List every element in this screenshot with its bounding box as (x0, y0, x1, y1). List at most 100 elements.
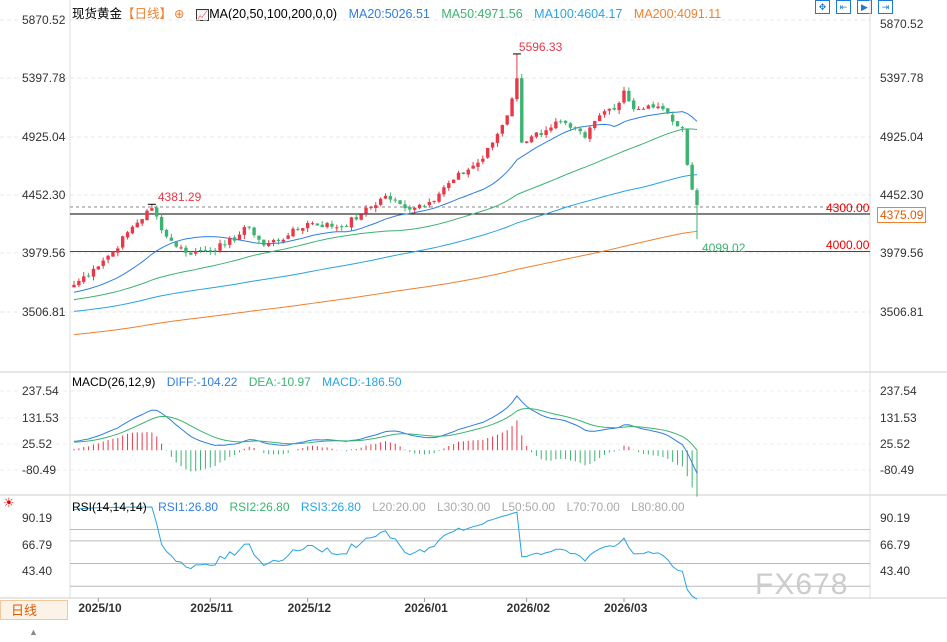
candle-body (374, 205, 378, 209)
diff-line (73, 395, 698, 474)
candle-body (145, 210, 149, 221)
macd-tick-left: 25.52 (22, 437, 53, 451)
candle-body (218, 243, 222, 251)
l70-value: L70:70.00 (566, 500, 620, 514)
zoom-in-icon[interactable]: ⇤ (836, 0, 851, 14)
crosshair-tool-icon[interactable]: ✥ (815, 0, 830, 14)
candle-body (77, 280, 81, 286)
price-level-label: 4000.00 (826, 238, 870, 253)
period-label: 【日线】 (122, 7, 173, 21)
candle-body (155, 207, 159, 217)
candle-body (456, 172, 461, 180)
candle-body (296, 228, 300, 230)
candle-body (174, 241, 178, 247)
macd-tick-left: -80.49 (22, 463, 57, 477)
candle-body (500, 125, 505, 134)
rsi-tick-left: 66.79 (22, 538, 53, 552)
candle-body (471, 165, 475, 169)
scroll-end-icon[interactable]: ⇥ (878, 0, 893, 14)
candle-body (568, 123, 573, 128)
rsi-tick-right: 43.40 (880, 564, 911, 578)
candle-body (505, 115, 509, 125)
candle-body (534, 132, 539, 137)
candle-body (116, 248, 120, 253)
price-tick-left: 4452.30 (22, 188, 66, 202)
candle-body (228, 238, 232, 245)
candle-body (413, 207, 417, 210)
ma50-value: MA50:4971.56 (441, 7, 523, 21)
indicator-icon[interactable]: 📈 (196, 9, 210, 21)
candle-body (383, 195, 388, 199)
macd-tick-right: 25.52 (880, 437, 911, 451)
candle-body (232, 237, 237, 241)
candle-body (544, 130, 548, 135)
price-tick-right: 3506.81 (880, 305, 924, 319)
candle-body (651, 104, 655, 108)
candle-body (632, 100, 636, 110)
candle-body (442, 187, 446, 195)
rsi-label: RSI(14,14,14) (72, 500, 147, 514)
candle-body (354, 217, 358, 220)
candle-body (291, 228, 295, 237)
candle-body (281, 239, 285, 242)
candle-body (451, 179, 456, 184)
candle-body (675, 121, 680, 127)
candle-body (403, 204, 407, 209)
rsi3-value: RSI3:26.80 (300, 500, 361, 514)
candle-body (559, 121, 563, 123)
candle-body (593, 120, 597, 128)
l30-value: L30:30.00 (436, 500, 491, 514)
rsi2-value: RSI2:26.80 (229, 500, 290, 514)
current-price-tag: 4375.09 (877, 207, 927, 223)
ma200-value: MA200:4091.11 (633, 7, 722, 21)
date-tick: 2026/01 (404, 601, 448, 615)
macd-legend: MACD(26,12,9) DIFF:-104.22 DEA:-10.97 MA… (72, 375, 410, 389)
candle-body (520, 78, 524, 143)
candle-body (189, 252, 193, 255)
dea-value: DEA:-10.97 (248, 375, 311, 389)
candle-body (111, 251, 115, 257)
candle-body (666, 108, 670, 114)
candle-body (325, 223, 329, 228)
candle-body (364, 207, 368, 214)
candle-body (490, 142, 495, 148)
candle-body (510, 98, 514, 117)
candle-body (369, 207, 373, 209)
candle-body (86, 275, 91, 277)
candle-body (432, 200, 436, 202)
candle-body (466, 169, 470, 175)
candle-body (140, 219, 144, 224)
candle-body (437, 193, 441, 202)
macd-tick-left: 237.54 (22, 384, 59, 398)
date-tick: 2026/03 (603, 601, 648, 615)
low-label: 4099.02 (702, 241, 746, 256)
candle-body (198, 250, 203, 252)
rsi-legend: RSI(14,14,14) RSI1:26.80 RSI2:26.80 RSI3… (72, 500, 693, 514)
date-tick: 2025/12 (287, 601, 332, 615)
settings-icon[interactable]: ☀ (3, 495, 15, 510)
price-tick-right: 5870.52 (880, 17, 924, 31)
candle-body (685, 128, 689, 165)
candle-body (554, 121, 558, 129)
candle-body (378, 198, 383, 205)
chart-canvas[interactable] (0, 0, 947, 620)
rsi-tick-right: 66.79 (880, 538, 911, 552)
period-button-label: 日线 (11, 603, 38, 618)
candle-body (130, 226, 135, 234)
price-tick-left: 4925.04 (22, 130, 66, 144)
candle-body (661, 105, 665, 110)
zoom-out-icon[interactable]: ▶ (857, 0, 872, 14)
period-button[interactable]: 日线 ▲ (0, 600, 68, 637)
candle-body (515, 78, 519, 100)
price-tick-right: 4925.04 (880, 130, 924, 144)
candle-body (670, 114, 675, 122)
macd-tick-left: 131.53 (22, 411, 59, 425)
candle-body (627, 90, 631, 102)
date-tick: 2026/02 (506, 601, 551, 615)
candle-body (388, 196, 393, 200)
crosshair-icon[interactable]: ⊕ (174, 7, 185, 21)
price-tick-right: 3979.56 (880, 246, 924, 260)
candle-body (242, 227, 247, 235)
candle-body (91, 268, 96, 277)
candle-body (344, 225, 349, 227)
